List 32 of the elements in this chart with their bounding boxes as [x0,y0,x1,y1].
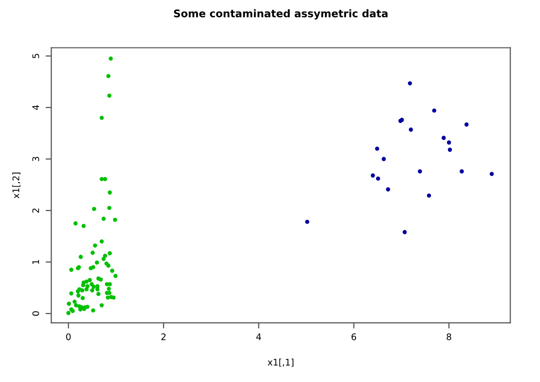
x-tick-label: 2 [161,333,166,340]
y-tick-label: 1 [32,260,40,264]
point [426,193,432,198]
point [305,220,310,224]
point [464,122,469,127]
point [448,148,452,152]
chart-title: Some contaminated assymetric data [174,9,388,20]
point [370,173,375,178]
point [460,169,464,174]
point [418,169,422,174]
y-tick-label: 4 [32,105,40,110]
x-tick-label: 4 [256,333,262,340]
y-tick-label: 3 [32,156,40,162]
point [386,187,390,192]
point [432,108,436,113]
point [402,230,407,234]
y-tick-label: 2 [32,208,40,213]
y-tick-label: 5 [32,54,40,58]
x-tick-label: 0 [66,333,71,340]
x-tick-label: 6 [352,333,356,340]
x-axis-title: x1[,1] [268,358,294,367]
x-tick-label: 8 [446,333,452,340]
point [408,128,413,132]
y-axis-title: x1[,2] [12,172,20,198]
point [408,81,412,86]
point [446,140,452,145]
y-tick-label: 0 [32,311,40,316]
point [375,146,380,151]
point [442,136,446,140]
point [382,156,386,162]
point [376,176,380,181]
point [490,172,494,176]
